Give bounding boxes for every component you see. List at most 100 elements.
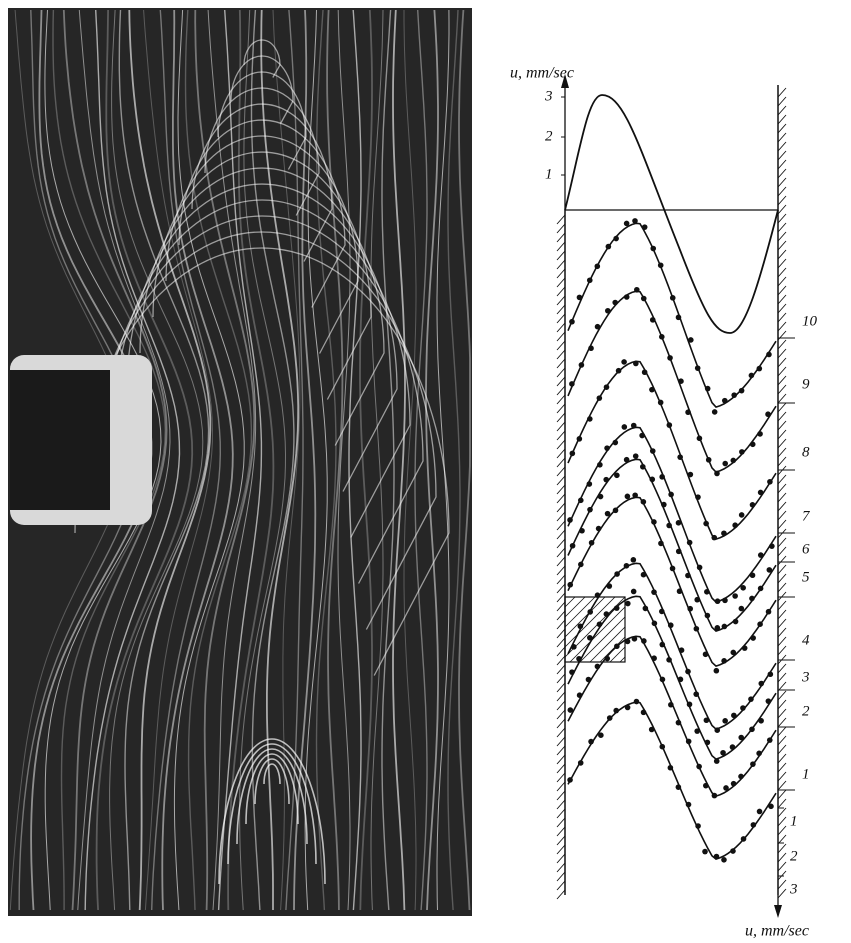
eddy-arc <box>230 55 294 124</box>
measure-dot <box>585 676 592 683</box>
measure-dot <box>659 676 666 683</box>
measure-dot <box>666 522 672 529</box>
eddy-arc <box>191 103 333 262</box>
hatch <box>556 880 566 891</box>
measure-dot <box>606 715 613 721</box>
measure-dot <box>623 220 630 227</box>
measure-dot <box>641 224 648 230</box>
measure-dot <box>766 567 773 573</box>
hatch <box>777 393 787 404</box>
measure-dot <box>588 345 594 352</box>
measure-dot <box>714 625 721 631</box>
obstacle-hatch <box>609 646 626 663</box>
eddy-arc <box>243 39 281 78</box>
hatch <box>556 367 566 378</box>
measure-dot <box>695 823 701 829</box>
hatch <box>556 574 566 585</box>
measure-dot <box>757 621 763 627</box>
profile-label: 2 <box>802 703 810 719</box>
measure-dot <box>757 585 764 592</box>
profile-label: 6 <box>802 541 810 557</box>
measure-dot <box>711 409 718 415</box>
measure-dot <box>594 592 601 599</box>
measure-dot <box>702 651 709 658</box>
hatch <box>777 735 787 746</box>
hatch <box>777 249 787 260</box>
measure-dot <box>675 784 682 790</box>
measure-dot <box>730 649 737 656</box>
hatch <box>556 817 566 828</box>
hatch <box>556 403 566 414</box>
measure-dot <box>640 571 647 578</box>
measure-dot <box>757 489 764 496</box>
hatch <box>556 430 566 441</box>
measure-dot <box>667 355 673 361</box>
profile-label: 4 <box>802 632 810 648</box>
hatch <box>556 808 566 819</box>
hatch <box>777 123 787 134</box>
hatch <box>556 682 566 693</box>
measure-dot <box>721 530 727 537</box>
hatch <box>777 312 787 323</box>
hatch <box>556 457 566 468</box>
streakline <box>109 9 204 911</box>
measure-dot <box>713 667 720 674</box>
measure-dot <box>696 435 703 442</box>
hatch <box>777 375 787 386</box>
obstacle-shadow <box>10 370 110 510</box>
hatch <box>556 862 566 873</box>
eddy-arc <box>263 763 281 785</box>
measure-dot <box>704 385 711 392</box>
hatch <box>777 429 787 440</box>
hatch <box>777 339 787 350</box>
measure-dot <box>693 691 700 697</box>
streakline <box>227 9 275 911</box>
measure-dot <box>579 527 585 534</box>
hatch <box>777 672 787 683</box>
hatch <box>777 447 787 458</box>
measure-dot <box>576 436 583 442</box>
measure-dot <box>595 525 602 532</box>
measure-dot <box>587 634 593 641</box>
hatch <box>556 835 566 846</box>
measure-dot <box>569 542 576 549</box>
streakline <box>217 9 263 911</box>
streakline <box>118 9 210 911</box>
obstacle-hatch <box>619 656 626 663</box>
eddy-arc <box>100 215 424 584</box>
measure-dot <box>731 712 737 719</box>
streakline <box>272 9 301 911</box>
top-tick-label: 2 <box>545 128 553 144</box>
measure-dot <box>687 471 694 478</box>
hatch <box>777 717 787 728</box>
hatch <box>556 304 566 315</box>
measure-dot <box>586 481 593 487</box>
measure-dot <box>722 718 728 724</box>
measure-dot <box>666 422 673 428</box>
hatch <box>777 402 787 413</box>
hatch <box>556 763 566 774</box>
measure-dot <box>588 539 595 546</box>
hatch <box>556 565 566 576</box>
hatch <box>556 754 566 765</box>
measure-dot <box>703 520 709 527</box>
hatch <box>777 321 787 332</box>
bottom-axis-label: u, mm/sec <box>745 923 809 940</box>
streakline <box>370 9 384 911</box>
measure-dot <box>569 669 575 675</box>
measure-dot <box>597 493 604 500</box>
eddy-arc <box>245 753 299 825</box>
hatch <box>556 484 566 495</box>
measure-dot <box>731 392 737 398</box>
hatch <box>777 618 787 629</box>
hatch <box>777 366 787 377</box>
hatch <box>556 781 566 792</box>
measure-dot <box>694 596 701 603</box>
measure-dot <box>577 760 584 766</box>
measure-dot <box>632 453 639 459</box>
measure-dot <box>651 589 657 595</box>
measure-dot <box>614 472 620 479</box>
measure-dot <box>630 422 637 429</box>
hatch <box>777 132 787 143</box>
